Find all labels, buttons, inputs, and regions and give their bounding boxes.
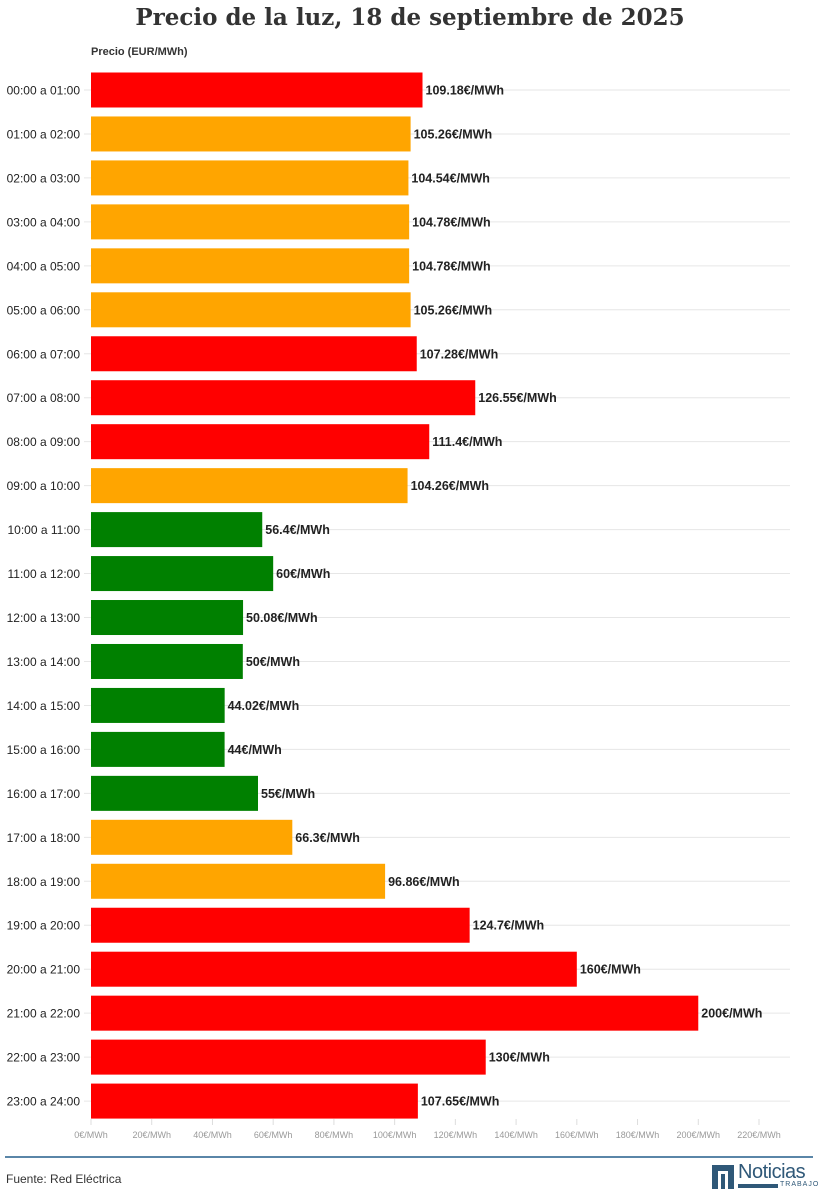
bar <box>91 1083 418 1119</box>
category-label: 07:00 a 08:00 <box>7 391 81 405</box>
bar <box>91 468 408 504</box>
chart-title: Precio de la luz, 18 de septiembre de 20… <box>135 4 685 31</box>
category-label: 17:00 a 18:00 <box>7 831 81 845</box>
category-label: 23:00 a 24:00 <box>7 1095 81 1109</box>
category-label: 20:00 a 21:00 <box>7 963 81 977</box>
data-label: 105.26€/MWh <box>414 303 493 317</box>
x-tick-label: 20€/MWh <box>132 1130 171 1140</box>
bar <box>91 72 423 108</box>
bar <box>91 204 410 240</box>
x-tick-label: 220€/MWh <box>737 1130 781 1140</box>
bar <box>91 995 699 1031</box>
category-label: 04:00 a 05:00 <box>7 259 81 273</box>
data-label: 160€/MWh <box>580 963 641 977</box>
noticias-trabajo-logo: Noticias TRABAJO <box>712 1161 818 1191</box>
x-tick-label: 40€/MWh <box>193 1130 232 1140</box>
logo-bar <box>738 1184 778 1188</box>
data-label: 44€/MWh <box>228 743 282 757</box>
data-label: 55€/MWh <box>261 787 315 801</box>
x-tick-label: 80€/MWh <box>315 1130 354 1140</box>
data-label: 44.02€/MWh <box>228 699 300 713</box>
bar <box>91 380 476 416</box>
data-label: 104.54€/MWh <box>411 171 490 185</box>
bar <box>91 248 410 284</box>
category-label: 21:00 a 22:00 <box>7 1007 81 1021</box>
bar <box>91 819 293 855</box>
logo-text: Noticias <box>738 1161 806 1183</box>
data-label: 60€/MWh <box>276 567 330 581</box>
bar-chart: 00:00 a 01:00 109.18€/MWh 01:00 a 02:00 105… <box>7 72 790 1140</box>
x-tick-label: 120€/MWh <box>434 1130 478 1140</box>
x-tick-label: 0€/MWh <box>74 1130 108 1140</box>
category-label: 05:00 a 06:00 <box>7 303 81 317</box>
data-label: 66.3€/MWh <box>295 831 360 845</box>
category-label: 01:00 a 02:00 <box>7 127 81 141</box>
category-label: 08:00 a 09:00 <box>7 435 81 449</box>
category-label: 16:00 a 17:00 <box>7 787 81 801</box>
category-label: 02:00 a 03:00 <box>7 171 81 185</box>
category-label: 15:00 a 16:00 <box>7 743 81 757</box>
data-label: 104.78€/MWh <box>412 259 491 273</box>
source-note: Fuente: Red Eléctrica <box>6 1172 122 1186</box>
x-tick-label: 60€/MWh <box>254 1130 293 1140</box>
category-label: 11:00 a 12:00 <box>7 567 80 581</box>
data-label: 200€/MWh <box>701 1007 762 1021</box>
category-label: 03:00 a 04:00 <box>7 215 81 229</box>
bar <box>91 863 386 899</box>
data-label: 130€/MWh <box>489 1051 550 1065</box>
bar <box>91 116 411 152</box>
bar <box>91 292 411 328</box>
data-label: 111.4€/MWh <box>432 435 502 449</box>
category-label: 00:00 a 01:00 <box>7 84 81 98</box>
data-label: 107.28€/MWh <box>420 347 499 361</box>
bar <box>91 643 243 679</box>
category-label: 09:00 a 10:00 <box>7 479 81 493</box>
bar <box>91 424 430 460</box>
x-tick-label: 140€/MWh <box>494 1130 538 1140</box>
bar <box>91 556 274 592</box>
logo-mark-icon <box>712 1165 734 1189</box>
category-label: 13:00 a 14:00 <box>7 655 81 669</box>
bar <box>91 336 417 372</box>
category-label: 06:00 a 07:00 <box>7 347 81 361</box>
bar <box>91 687 225 723</box>
bar <box>91 512 263 548</box>
bar <box>91 1039 486 1075</box>
x-tick-label: 180€/MWh <box>616 1130 660 1140</box>
x-tick-label: 100€/MWh <box>373 1130 417 1140</box>
bar <box>91 775 258 811</box>
bar <box>91 951 577 987</box>
bar <box>91 731 225 767</box>
data-label: 126.55€/MWh <box>478 391 557 405</box>
data-label: 124.7€/MWh <box>473 919 545 933</box>
data-label: 107.65€/MWh <box>421 1095 500 1109</box>
footer-divider <box>5 1156 813 1158</box>
x-tick-label: 200€/MWh <box>677 1130 721 1140</box>
data-label: 104.78€/MWh <box>412 215 491 229</box>
category-label: 12:00 a 13:00 <box>7 611 81 625</box>
data-label: 96.86€/MWh <box>388 875 460 889</box>
category-label: 19:00 a 20:00 <box>7 919 81 933</box>
data-label: 109.18€/MWh <box>426 84 505 98</box>
category-label: 22:00 a 23:00 <box>7 1051 81 1065</box>
bar <box>91 600 244 636</box>
logo-subtext: TRABAJO <box>780 1181 820 1188</box>
category-label: 18:00 a 19:00 <box>7 875 81 889</box>
axis-label: Precio (EUR/MWh) <box>91 46 188 58</box>
data-label: 56.4€/MWh <box>265 523 330 537</box>
data-label: 104.26€/MWh <box>411 479 490 493</box>
bar <box>91 160 409 196</box>
x-tick-label: 160€/MWh <box>555 1130 599 1140</box>
bar <box>91 907 470 943</box>
data-label: 50.08€/MWh <box>246 611 318 625</box>
data-label: 50€/MWh <box>246 655 300 669</box>
data-label: 105.26€/MWh <box>414 127 493 141</box>
category-label: 10:00 a 11:00 <box>7 523 80 537</box>
category-label: 14:00 a 15:00 <box>7 699 81 713</box>
